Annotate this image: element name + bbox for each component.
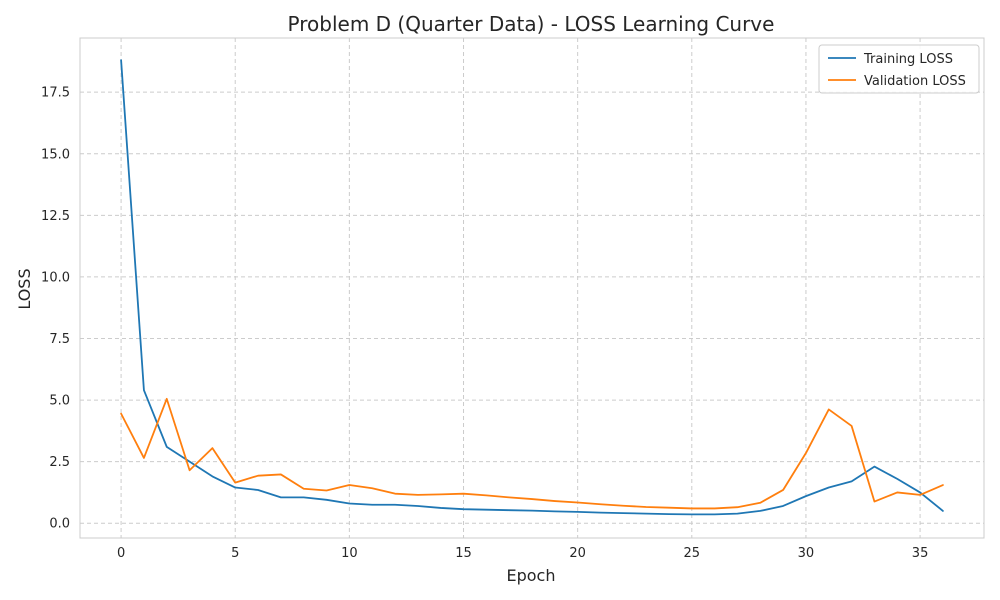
x-axis-title: Epoch: [507, 566, 556, 585]
y-tick-label: 15.0: [41, 147, 70, 162]
x-tick-label: 15: [455, 546, 472, 561]
y-tick-label: 10.0: [41, 270, 70, 285]
x-tick-label: 5: [231, 546, 239, 561]
grid: [80, 38, 984, 538]
chart-title: Problem D (Quarter Data) - LOSS Learning…: [288, 12, 775, 36]
y-tick-label: 0.0: [49, 517, 70, 532]
x-tick-label: 20: [569, 546, 586, 561]
axis-ticks: 0 5 10 15 20 25 30 35 0.0 2.5 5.0 7.5 10.0 12.5 15.0 17…: [41, 86, 928, 561]
legend-box: [818, 44, 980, 94]
legend-label-training: Training LOSS: [863, 52, 953, 67]
training-loss-line: [120, 59, 944, 516]
y-axis-title: LOSS: [15, 268, 34, 309]
y-tick-label: 17.5: [41, 86, 70, 101]
x-tick-label: 0: [117, 546, 125, 561]
x-tick-label: 25: [684, 546, 701, 561]
plot-area-frame: [79, 37, 985, 539]
y-tick-label: 7.5: [49, 332, 70, 347]
x-tick-label: 10: [341, 546, 358, 561]
y-tick-label: 2.5: [49, 455, 70, 470]
legend: Training LOSS Validation LOSS: [818, 44, 980, 94]
y-tick-label: 5.0: [49, 394, 70, 409]
series-lines: [120, 59, 944, 516]
validation-loss-line: [120, 397, 944, 510]
legend-label-validation: Validation LOSS: [864, 74, 966, 89]
y-tick-label: 12.5: [41, 209, 70, 224]
x-tick-label: 35: [912, 546, 929, 561]
x-tick-label: 30: [798, 546, 815, 561]
